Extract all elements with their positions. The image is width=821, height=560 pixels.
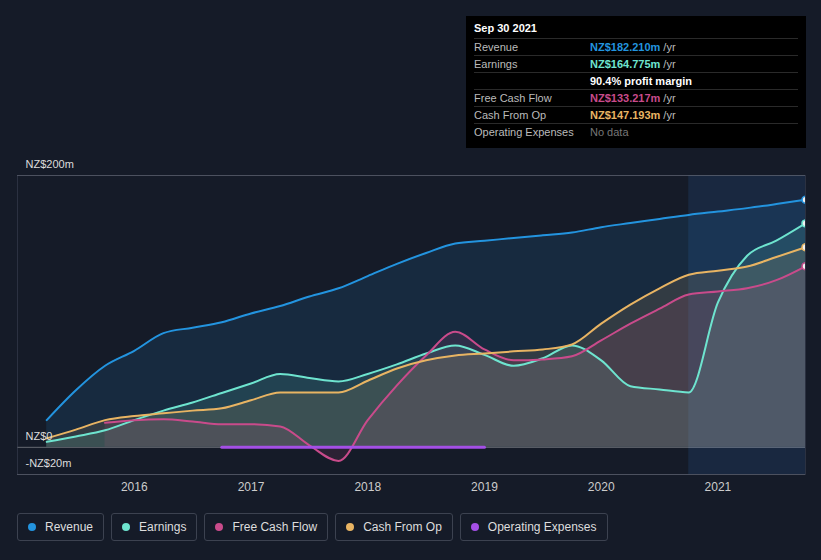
svg-text:2016: 2016 [121, 480, 148, 494]
html-text:No data: No data [590, 126, 629, 138]
html-text:Free Cash Flow: Free Cash Flow [474, 92, 552, 104]
html-text:Revenue: Revenue [45, 520, 93, 534]
html-text:Free Cash Flow: Free Cash Flow [232, 520, 318, 534]
svg-text:NZ$200m: NZ$200m [26, 158, 74, 170]
svg-text:2021: 2021 [705, 480, 732, 494]
html-text:Operating Expenses: Operating Expenses [487, 520, 597, 534]
svg-text:2019: 2019 [471, 480, 498, 494]
svg-text:NZ$0: NZ$0 [26, 430, 53, 442]
html-text:Cash From Op: Cash From Op [474, 109, 547, 121]
html-text:NZ$147.193m /yr: NZ$147.193m /yr [590, 109, 676, 121]
html-text:NZ$182.210m /yr: NZ$182.210m /yr [590, 41, 676, 53]
html-text:90.4% profit margin: 90.4% profit margin [590, 75, 692, 87]
svg-text:2018: 2018 [354, 480, 381, 494]
html-text:NZ$133.217m /yr: NZ$133.217m /yr [590, 92, 676, 104]
html-text:NZ$164.775m /yr: NZ$164.775m /yr [590, 58, 676, 70]
svg-text:2020: 2020 [588, 480, 615, 494]
svg-text:2017: 2017 [238, 480, 265, 494]
html-text:Operating Expenses: Operating Expenses [474, 126, 574, 138]
html-text:Sep 30 2021: Sep 30 2021 [474, 22, 537, 34]
html-text:Earnings: Earnings [139, 520, 187, 534]
html-text:Cash From Op: Cash From Op [363, 520, 442, 534]
html-text:Earnings: Earnings [474, 58, 518, 70]
html-text:Revenue: Revenue [474, 41, 518, 53]
svg-text:-NZ$20m: -NZ$20m [26, 457, 72, 469]
